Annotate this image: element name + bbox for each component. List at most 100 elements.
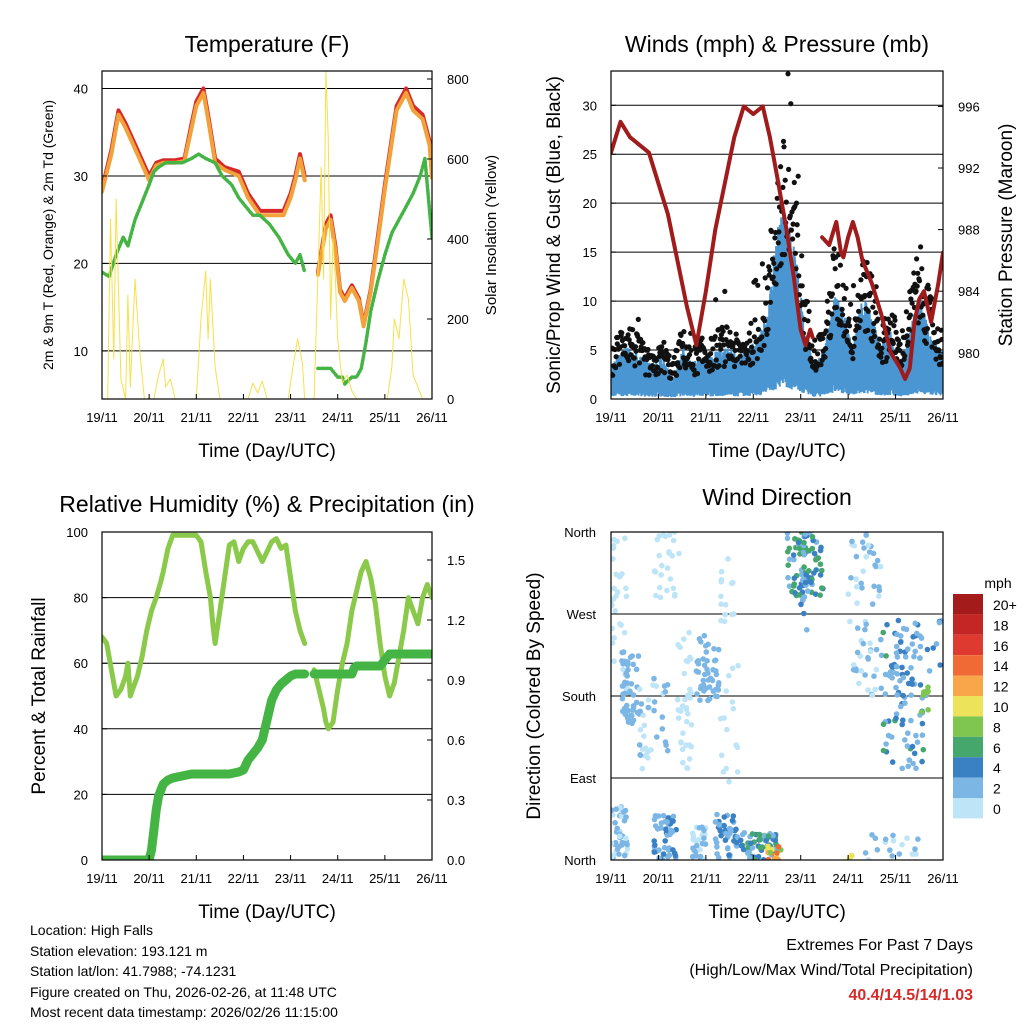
direction-point — [757, 844, 763, 851]
gust-point — [709, 367, 715, 373]
direction-point — [862, 672, 868, 678]
direction-point — [680, 730, 686, 736]
direction-point — [622, 535, 628, 542]
direction-point — [933, 641, 940, 647]
gust-point — [749, 344, 755, 350]
gust-point — [751, 334, 758, 340]
gust-point — [915, 270, 921, 276]
gust-point — [794, 222, 800, 228]
gust-point — [778, 261, 784, 267]
gust-point — [718, 346, 724, 352]
station-location: Location: High Falls — [30, 922, 153, 938]
y-tick-label: 60 — [74, 656, 88, 671]
direction-point — [819, 585, 825, 591]
direction-point — [819, 567, 825, 574]
direction-point — [917, 682, 924, 688]
gust-point — [795, 232, 801, 238]
direction-point — [883, 653, 889, 659]
direction-point — [700, 656, 706, 662]
direction-point — [630, 704, 637, 711]
direction-point — [715, 854, 722, 860]
legend-swatch — [953, 757, 983, 778]
direction-point — [796, 592, 802, 598]
gust-point — [640, 340, 646, 346]
direction-point — [726, 852, 732, 858]
direction-point — [611, 625, 615, 632]
y-tick-label: 20 — [74, 256, 88, 271]
direction-point — [694, 691, 700, 697]
legend-label: 6 — [993, 740, 1001, 756]
gust-point — [893, 329, 899, 335]
direction-point — [670, 813, 677, 820]
direction-point — [896, 851, 903, 857]
direction-point — [678, 739, 684, 745]
direction-point — [619, 695, 626, 702]
direction-point — [626, 689, 632, 696]
direction-point — [882, 836, 889, 843]
direction-point — [920, 746, 927, 753]
direction-point — [733, 742, 739, 748]
x-tick-label: 22/11 — [228, 410, 260, 425]
direction-point — [654, 536, 661, 543]
gust-point — [938, 327, 943, 333]
direction-point — [873, 563, 879, 570]
direction-point — [718, 593, 724, 600]
x-tick-label: 24/11 — [832, 871, 864, 886]
direction-point — [662, 838, 668, 844]
direction-point — [659, 726, 666, 732]
direction-point — [617, 833, 623, 840]
direction-point — [630, 661, 636, 668]
direction-point — [623, 814, 629, 820]
gust-point — [835, 282, 841, 289]
direction-point — [854, 600, 860, 606]
gust-point — [897, 347, 903, 353]
series-gust — [611, 71, 943, 381]
series-pressure — [611, 104, 943, 381]
direction-point — [812, 591, 819, 597]
direction-point — [648, 747, 654, 753]
gust-point — [884, 355, 890, 361]
x-tick-label: 25/11 — [880, 410, 912, 425]
direction-point — [784, 535, 791, 542]
extremes-box: Extremes For Past 7 Days (High/Low/Max W… — [689, 933, 973, 1008]
gust-point — [665, 357, 671, 363]
plot-area — [102, 71, 432, 399]
gust-point — [626, 358, 632, 364]
gust-point — [659, 344, 665, 350]
direction-point — [853, 553, 860, 560]
direction-point — [749, 845, 756, 851]
chart-title: Wind Direction — [702, 484, 852, 510]
gust-point — [937, 354, 943, 361]
direction-point — [912, 620, 919, 627]
gust-point — [940, 361, 943, 367]
direction-point — [763, 837, 770, 843]
gust-point — [782, 251, 788, 258]
direction-point — [688, 689, 694, 696]
y2-tick-label: 800 — [447, 72, 469, 87]
direction-point — [701, 827, 707, 834]
direction-point — [611, 556, 616, 562]
series-direction — [611, 532, 943, 860]
plot-area — [102, 532, 432, 860]
gust-point — [850, 356, 856, 362]
gust-point — [622, 343, 628, 349]
direction-point — [854, 649, 861, 656]
plot-frame — [101, 70, 433, 400]
direction-point — [611, 640, 616, 646]
direction-point — [637, 727, 644, 733]
direction-point — [614, 589, 621, 595]
gust-point — [878, 354, 884, 360]
direction-point — [915, 836, 921, 842]
direction-point — [712, 836, 719, 842]
gust-point — [897, 341, 903, 347]
direction-point — [651, 699, 658, 705]
gust-point — [762, 275, 768, 281]
gust-point — [763, 300, 769, 306]
direction-point — [760, 857, 767, 860]
legend-label: 8 — [993, 719, 1001, 735]
direction-point — [905, 730, 911, 736]
gust-point — [750, 349, 756, 355]
direction-point — [724, 845, 731, 852]
legend-label: 14 — [993, 658, 1009, 674]
direction-point — [880, 629, 886, 636]
